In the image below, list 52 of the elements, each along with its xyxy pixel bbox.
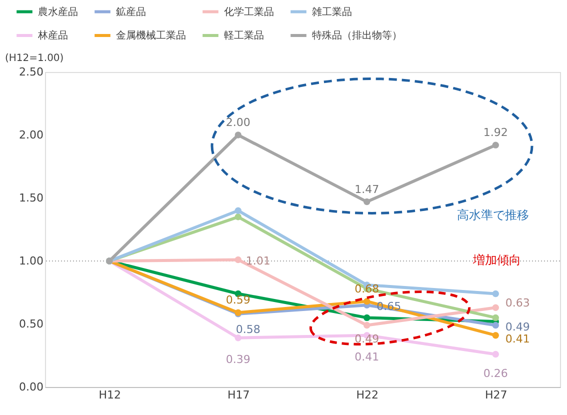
data-label: 1.92 — [483, 126, 508, 140]
point — [492, 314, 499, 322]
data-label: 0.63 — [505, 296, 530, 310]
text: (H12=1.00) — [5, 53, 64, 64]
data-label: 1.01 — [246, 254, 270, 268]
point — [492, 322, 499, 329]
point — [492, 332, 499, 339]
point — [492, 290, 499, 298]
data-label: 0.58 — [236, 322, 260, 336]
data-label: 0.68 — [354, 282, 380, 296]
point — [364, 322, 370, 329]
data-label: 0.41 — [505, 332, 530, 346]
y-tick-label: 2.00 — [19, 128, 44, 142]
data-label: 1.47 — [354, 182, 380, 196]
point — [364, 198, 370, 206]
point — [492, 304, 499, 311]
legend-label: 化学工業品 — [224, 6, 274, 18]
legend-label: 金属機械工業品 — [116, 30, 186, 42]
point — [234, 132, 242, 138]
y-tick-label: 1.50 — [19, 192, 44, 204]
data-label: 0.41 — [354, 350, 380, 364]
legend-label: 特殊品（排出物等） — [312, 30, 402, 42]
y-tick-label: 0.00 — [19, 380, 44, 394]
legend-label: 鉱産品 — [116, 6, 146, 18]
data-label: 0.59 — [226, 294, 250, 307]
x-tick-label: H12 — [98, 388, 122, 402]
y-tick-label: 1.00 — [19, 254, 44, 268]
point — [234, 214, 242, 220]
point — [492, 142, 499, 148]
data-label: 0.49 — [354, 332, 380, 346]
point — [364, 298, 370, 305]
annotation: 増加傾向 — [472, 253, 521, 267]
legend-label: 軽工業品 — [224, 30, 264, 42]
legend-label: 林産品 — [37, 30, 68, 42]
annotation: 高水準で推移 — [457, 208, 529, 222]
y-tick-label: 2.50 — [19, 66, 44, 78]
data-label: 0.65 — [376, 300, 402, 314]
point — [234, 334, 242, 342]
point — [492, 350, 499, 358]
x-tick-label: H22 — [356, 388, 379, 402]
data-label: 0.39 — [226, 352, 250, 366]
legend-label: 雑工業品 — [312, 6, 352, 18]
legend-label: 農水産品 — [38, 6, 78, 18]
data-label: 0.49 — [505, 320, 530, 334]
point — [364, 314, 370, 322]
y-tick-label: 0.50 — [19, 318, 44, 330]
data-label: 0.26 — [483, 367, 508, 380]
x-tick-label: H27 — [484, 388, 508, 402]
data-label: 2.00 — [226, 116, 250, 129]
x-tick-label: H17 — [227, 388, 250, 402]
point — [234, 207, 242, 214]
point — [234, 256, 242, 264]
